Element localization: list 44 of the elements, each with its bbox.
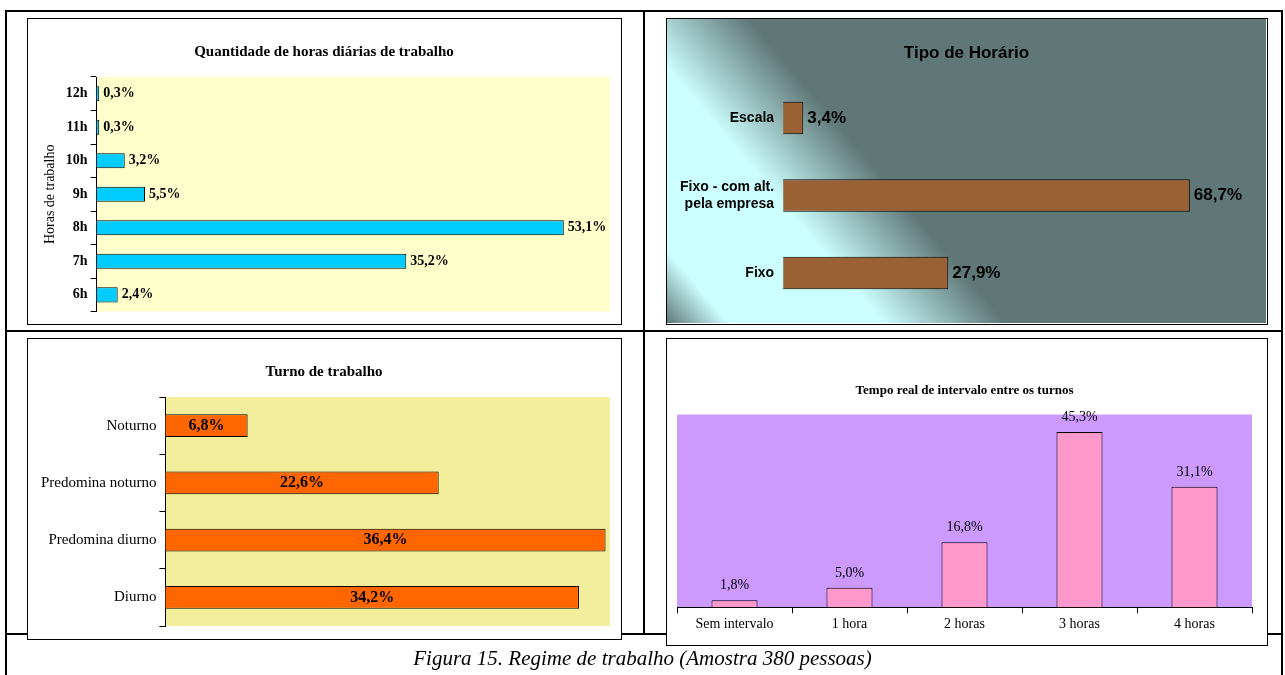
chart-title: Turno de trabalho <box>265 362 383 379</box>
data-label: 2,4% <box>121 286 154 302</box>
y-tick-label: Diurno <box>113 588 157 605</box>
data-label: 35,2% <box>410 252 449 268</box>
y-tick-label: 11h <box>66 118 88 134</box>
y-axis-title: Horas de trabalho <box>42 144 58 245</box>
text: Figura 15. Regime de trabalho (Amostra 380 pessoas) <box>412 646 873 671</box>
data-label: 5,0% <box>834 564 865 580</box>
y-tick-label: 8h <box>72 219 88 235</box>
data-label: 16,8% <box>946 518 983 534</box>
x-tick-label: 4 horas <box>1174 616 1215 632</box>
data-label: 1,8% <box>719 576 750 592</box>
x-tick-label: Sem intervalo <box>695 616 774 632</box>
chart-title: Tipo de Horário <box>903 42 1030 62</box>
y-tick-label: Predomina noturno <box>40 473 157 490</box>
chart-title: Quantidade de horas diárias de trabalho <box>194 42 454 59</box>
data-label: 34,2% <box>350 587 395 605</box>
y-tick-label: 7h <box>72 252 88 268</box>
y-tick-label: Fixo <box>745 263 775 280</box>
data-label: 3,4% <box>807 107 846 127</box>
data-label: 0,3% <box>103 85 135 101</box>
data-label: 31,1% <box>1176 463 1213 479</box>
x-tick-label: 2 horas <box>944 616 985 632</box>
data-label: 6,8% <box>188 415 225 433</box>
data-label: 27,9% <box>952 262 1001 282</box>
data-label: 53,1% <box>567 219 607 235</box>
y-tick-label: Fixo - com alt. pela empresa <box>680 177 775 211</box>
y-tick-label: 6h <box>72 286 88 302</box>
y-tick-label: 12h <box>65 85 88 101</box>
data-label: 45,3% <box>1061 408 1098 424</box>
y-tick-label: Predomina diurno <box>48 531 157 548</box>
y-tick-label: Noturno <box>106 416 157 433</box>
x-tick-label: 1 hora <box>831 616 868 632</box>
data-label: 0,3% <box>103 118 135 134</box>
data-label: 3,2% <box>128 152 161 168</box>
chart-title: Tempo real de intervalo entre os turnos <box>855 382 1074 398</box>
y-tick-label: 9h <box>72 185 88 201</box>
data-label: 22,6% <box>280 473 325 491</box>
data-label: 68,7% <box>1193 185 1242 205</box>
x-tick-label: 3 horas <box>1059 616 1100 632</box>
data-label: 36,4% <box>363 530 408 548</box>
y-tick-label: 10h <box>65 152 88 168</box>
data-label: 5,5% <box>148 185 181 201</box>
y-tick-label: Escala <box>729 108 775 125</box>
